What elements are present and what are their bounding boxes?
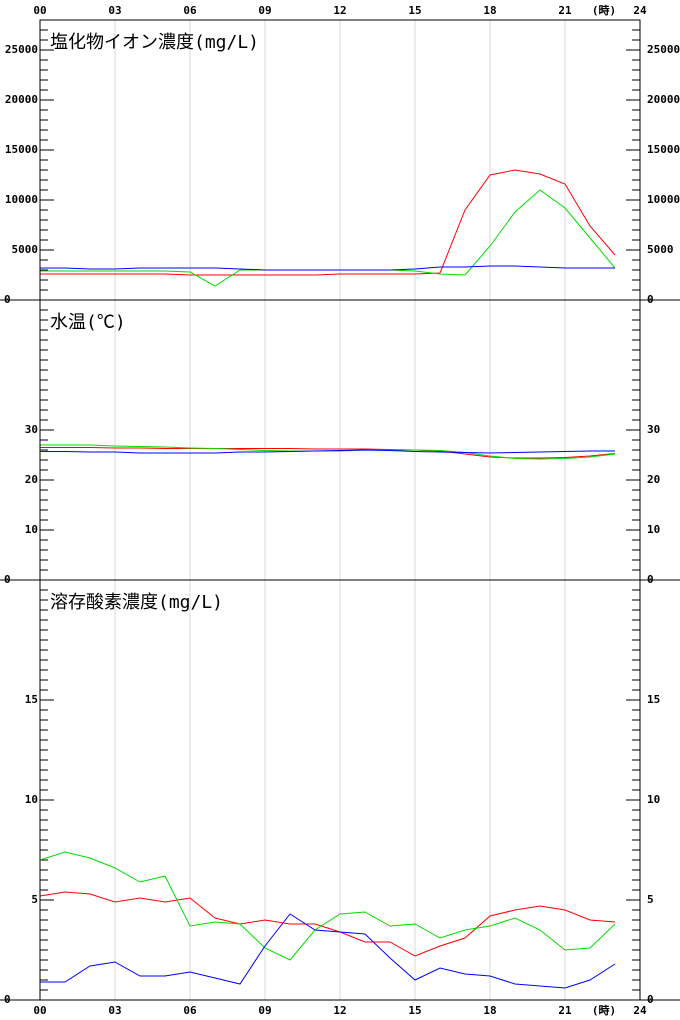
x-tick-label: 18: [483, 1004, 496, 1017]
y-tick-label: 15: [25, 693, 38, 706]
x-tick-label: 00: [33, 1004, 46, 1017]
y-tick-label: 20: [647, 473, 660, 486]
y-tick-label: 25000: [5, 43, 38, 56]
x-tick-label: 03: [108, 4, 121, 17]
y-tick-label: 5: [647, 893, 654, 906]
plot-frame: [39, 19, 641, 1001]
y-tick-label: 15: [647, 693, 660, 706]
y-tick-label: 10: [25, 793, 38, 806]
x-tick-label: 21: [558, 4, 572, 17]
y-tick-label: 30: [647, 423, 660, 436]
x-tick-label: 15: [408, 1004, 421, 1017]
panel-title: 溶存酸素濃度(mg/L): [50, 592, 223, 613]
x-unit: (時): [592, 3, 616, 17]
data-line: [39, 891, 616, 957]
data-line: [40, 913, 616, 989]
x-tick-label: 06: [183, 4, 197, 17]
x-tick-label: 03: [108, 1004, 121, 1017]
y-tick-label: 10: [647, 523, 660, 536]
y-tick-label: 5: [31, 893, 38, 906]
y-tick-label: 30: [25, 423, 38, 436]
x-tick-label: 09: [258, 1004, 271, 1017]
x-tick-label: 09: [258, 4, 271, 17]
y-tick-label: 5000: [12, 243, 39, 256]
panel-title: 水温(℃): [50, 312, 126, 333]
panel-title: 塩化物イオン濃度(mg/L): [50, 32, 259, 53]
data-line: [39, 851, 616, 961]
y-tick-label: 15000: [647, 143, 680, 156]
y-tick-label: 25000: [647, 43, 680, 56]
y-tick-label: 10000: [647, 193, 680, 206]
y-tick-label: 15000: [5, 143, 38, 156]
x-tick-label: 12: [333, 1004, 346, 1017]
y-tick-label: 5000: [647, 243, 674, 256]
y-tick-label: 10: [25, 523, 38, 536]
x-tick-label: 21: [558, 1004, 572, 1017]
y-tick-label: 10: [647, 793, 660, 806]
x-unit: (時): [592, 1003, 616, 1017]
data-line: [40, 265, 615, 271]
data-line: [40, 189, 616, 287]
x-tick-label: 15: [408, 4, 421, 17]
x-tick-label: 00: [33, 4, 46, 17]
x-tick-label: 06: [183, 1004, 197, 1017]
data-line: [40, 449, 615, 454]
y-tick-label: 20000: [5, 93, 38, 106]
y-tick-label: 20: [25, 473, 38, 486]
data-line: [40, 169, 616, 276]
x-tick-label: 24: [633, 4, 647, 17]
x-tick-label: 24: [633, 1004, 647, 1017]
y-tick-label: 10000: [5, 193, 38, 206]
x-tick-label: 18: [483, 4, 496, 17]
data-line: [40, 447, 616, 459]
x-tick-label: 12: [333, 4, 346, 17]
y-tick-label: 20000: [647, 93, 680, 106]
